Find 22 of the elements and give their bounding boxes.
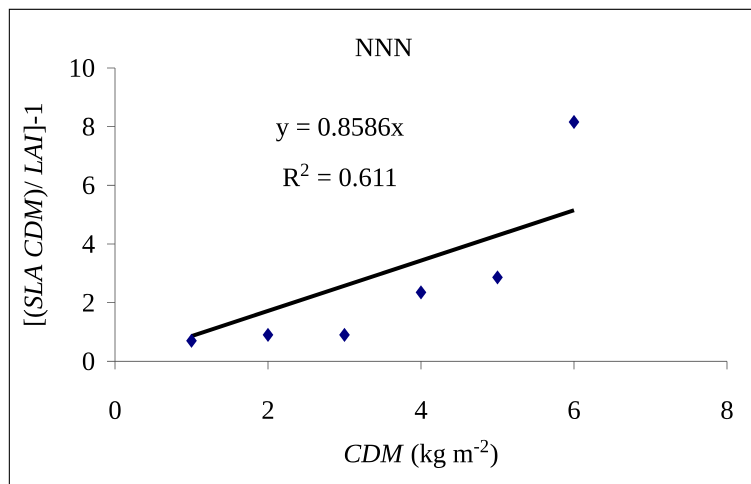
annotation: R$^{2}$ = 0.611 bbox=[283, 164, 396, 186]
point bbox=[186, 334, 197, 348]
x-axis-title: CDM (kg m$^{-2}$) bbox=[344, 440, 498, 468]
point bbox=[262, 328, 274, 342]
chart-title: NNN bbox=[356, 38, 412, 56]
x-tick-label: 6 bbox=[568, 401, 580, 420]
y-tick-label: 4 bbox=[82, 235, 95, 253]
point bbox=[492, 270, 503, 284]
annotation: y = 0.8586x bbox=[276, 118, 404, 142]
x-tick-label: 4 bbox=[414, 401, 428, 419]
x-tick-label: 0 bbox=[109, 401, 121, 420]
point bbox=[339, 328, 350, 342]
y-tick-label: 8 bbox=[82, 118, 94, 136]
y-tick-label: 10 bbox=[70, 58, 94, 77]
point bbox=[568, 115, 580, 129]
y-axis-title: [(SLA CDM)/ LAI]-1 bbox=[24, 104, 48, 325]
x-tick-label: 8 bbox=[721, 401, 733, 420]
y-tick-label: 0 bbox=[82, 352, 94, 370]
point bbox=[416, 285, 426, 300]
y-tick-label: 6 bbox=[83, 176, 94, 194]
y-tick-label: 2 bbox=[83, 294, 94, 312]
x-tick-label: 2 bbox=[262, 401, 274, 419]
